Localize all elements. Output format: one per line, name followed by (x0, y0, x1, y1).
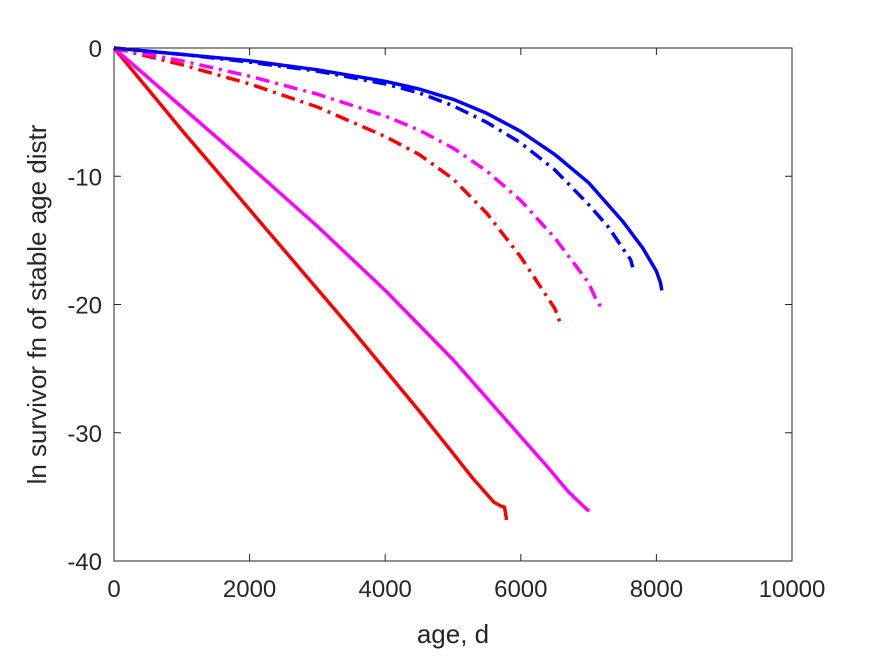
y-tick-label: 0 (89, 36, 102, 63)
plot-area-frame (113, 47, 793, 562)
tick-layer: 0 2000 4000 6000 8000 10000 0 -10 -20 -30 -40 (67, 36, 825, 603)
series-layer (112, 46, 664, 521)
x-tick-label: 10000 (759, 576, 826, 603)
series-line-2 (112, 46, 591, 513)
series-line-6 (113, 46, 664, 291)
x-tick-label: 4000 (359, 576, 412, 603)
y-tick-label: -40 (67, 549, 102, 576)
series-line-5 (113, 46, 635, 268)
y-axis-label: ln survivor fn of stable age distr (22, 124, 52, 484)
x-axis-label: age, d (417, 619, 489, 649)
x-tick-label: 6000 (494, 576, 547, 603)
series-line-4 (113, 46, 603, 313)
x-tick-label: 0 (107, 576, 120, 603)
y-tick-label: -10 (67, 164, 102, 191)
series-line-3 (113, 46, 562, 324)
y-tick-label: -20 (67, 293, 102, 320)
x-tick-label: 8000 (630, 576, 683, 603)
x-tick-label: 2000 (223, 576, 276, 603)
y-tick-label: -30 (67, 421, 102, 448)
series-line-1 (112, 46, 509, 521)
